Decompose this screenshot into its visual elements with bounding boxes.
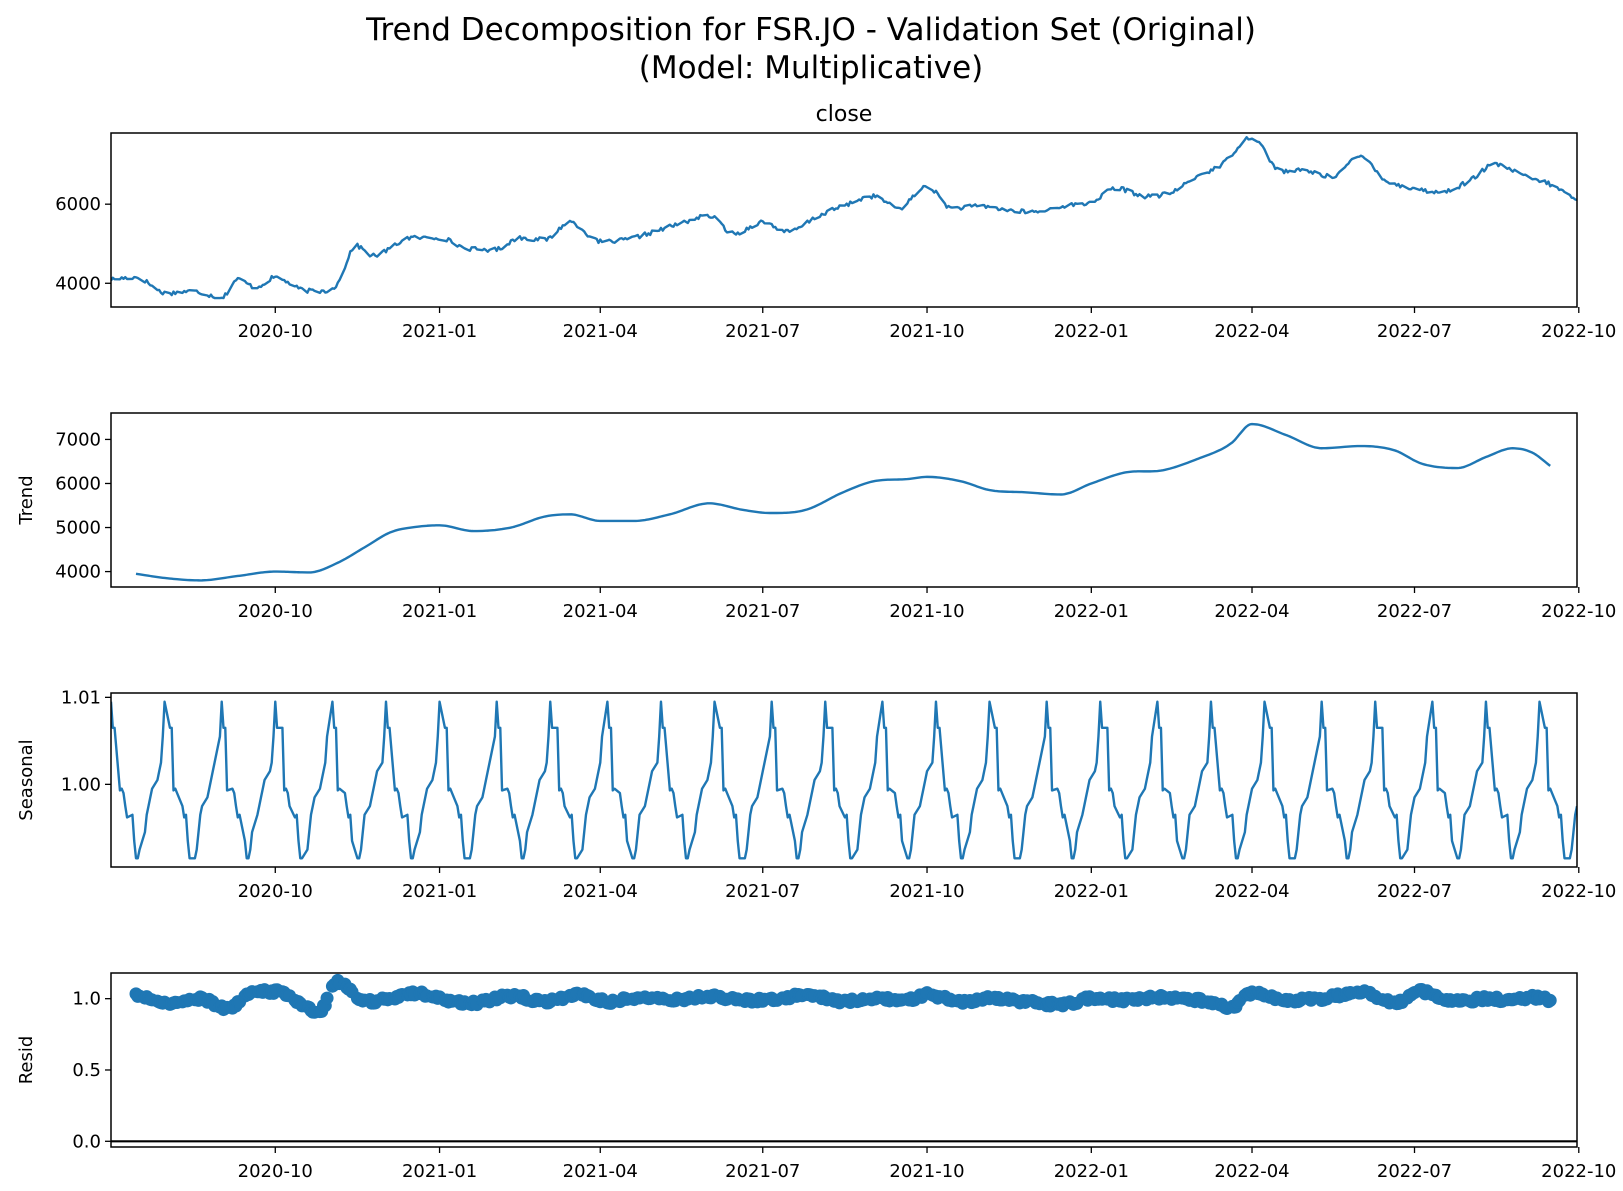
x-tick-label: 2021-10 [889,1161,964,1182]
plot-area [111,973,1577,1143]
axes-frame [110,972,1578,1148]
seasonal-panel: Seasonal 1.00 1.01 2020-10 2021-01 2021-04 202… [16,687,1616,902]
axes-frame [110,132,1578,308]
axes-frame [110,412,1578,588]
trend-panel: Trend 4000 5000 6000 7000 2020-10 2021-01 2021-… [16,412,1616,622]
resid-point [1543,993,1557,1007]
x-tick-label: 2022-04 [1214,1161,1289,1182]
y-tick-label: 0.5 [72,1060,101,1081]
seasonal-line [111,700,1577,860]
x-tick-label: 2021-04 [563,1161,638,1182]
x-tick-label: 2022-07 [1377,601,1452,622]
x-tick-label: 2022-07 [1377,881,1452,902]
resid-point [320,991,334,1005]
resid-panel: Resid 0.0 0.5 1.0 2020-10 2021-01 2021-04 2021-… [16,972,1616,1182]
x-tick-label: 2022-10 [1541,1161,1616,1182]
x-tick-label: 2022-04 [1214,881,1289,902]
x-tick-label: 2020-10 [238,321,313,342]
y-axis-label: Trend [16,475,37,525]
x-tick-label: 2021-07 [725,601,800,622]
x-tick-label: 2021-10 [889,321,964,342]
x-tick-label: 2021-10 [889,601,964,622]
x-tick-label: 2021-01 [402,601,477,622]
x-tick-label: 2022-01 [1054,881,1129,902]
x-tick-label: 2021-04 [563,601,638,622]
x-tick-label: 2020-10 [238,1161,313,1182]
x-tick-label: 2021-07 [725,881,800,902]
series-line [111,136,1577,300]
x-tick-label: 2021-07 [725,321,800,342]
y-tick-label: 5000 [55,518,101,539]
plot-area [111,136,1577,300]
y-tick-label: 0.0 [72,1131,101,1152]
x-tick-label: 2022-10 [1541,321,1616,342]
x-tick-label: 2021-10 [889,881,964,902]
y-tick-label: 4000 [55,562,101,583]
y-tick-label: 6000 [55,473,101,494]
figure-title: Trend Decomposition for FSR.JO - Validat… [365,12,1256,48]
y-tick-label: 1.00 [61,774,101,795]
x-tick-label: 2021-01 [402,1161,477,1182]
x-tick-label: 2021-01 [402,321,477,342]
x-tick-label: 2022-10 [1541,601,1616,622]
x-tick-label: 2022-01 [1054,601,1129,622]
x-tick-label: 2022-07 [1377,321,1452,342]
x-tick-label: 2022-10 [1541,881,1616,902]
y-axis-label: Resid [16,1036,37,1085]
y-axis-label: Seasonal [16,739,37,820]
x-tick-label: 2022-04 [1214,601,1289,622]
x-tick-label: 2022-01 [1054,321,1129,342]
figure-subtitle: (Model: Multiplicative) [639,50,983,86]
series-line [135,422,1551,582]
x-tick-label: 2021-01 [402,881,477,902]
x-tick-label: 2021-04 [563,881,638,902]
plot-area [135,422,1551,582]
y-tick-label: 4000 [55,273,101,294]
y-tick-label: 1.0 [72,989,101,1010]
x-tick-label: 2021-07 [725,1161,800,1182]
x-tick-label: 2021-04 [563,321,638,342]
x-tick-label: 2022-07 [1377,1161,1452,1182]
close-panel: close 4000 6000 2020-10 2021-01 2021-04 2021-0… [55,102,1616,342]
x-tick-label: 2020-10 [238,601,313,622]
x-tick-label: 2022-04 [1214,321,1289,342]
axes-frame [110,692,1578,868]
y-tick-label: 1.01 [61,687,101,708]
y-tick-label: 6000 [55,194,101,215]
panel-title: close [816,102,873,127]
x-tick-label: 2022-01 [1054,1161,1129,1182]
plot-area [111,700,1577,860]
x-tick-label: 2020-10 [238,881,313,902]
y-tick-label: 7000 [55,429,101,450]
